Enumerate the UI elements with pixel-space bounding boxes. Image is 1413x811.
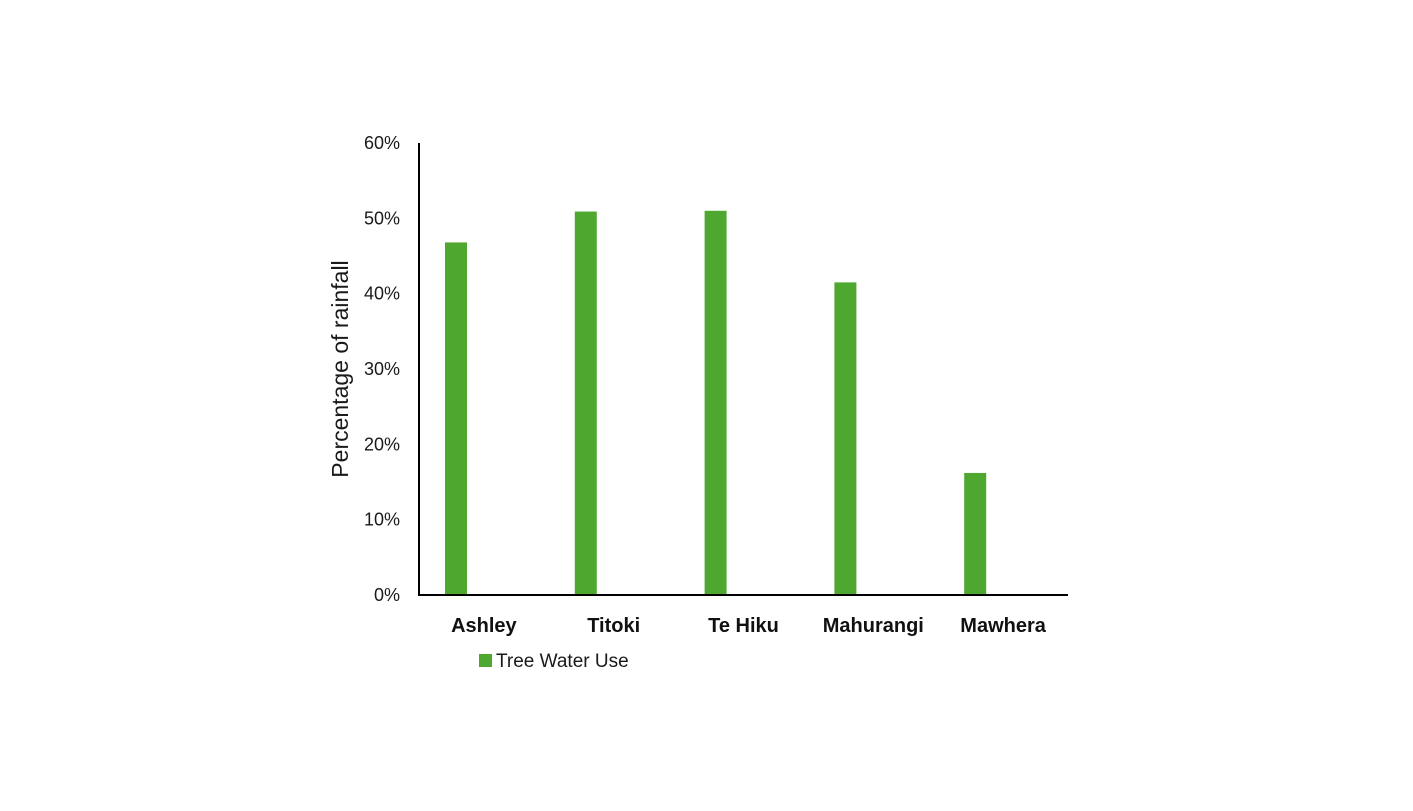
x-category-label: Titoki [587,615,640,637]
y-tick-labels: 0% 10% 20% 30% 40% 50% 60% [364,133,400,605]
bar-ashley [445,242,467,595]
bar-mawhera [964,472,987,595]
bar-te-hiku [704,210,727,596]
bar-titoki [574,211,597,595]
y-tick-label: 50% [364,208,400,228]
y-axis-title-group: Percentage of rainfall [327,260,353,477]
legend-label-tree-water-use: Tree Water Use [496,651,629,672]
y-tick-label: 30% [364,359,400,379]
y-tick-label: 60% [364,133,400,153]
y-tick-label: 10% [364,510,400,530]
y-tick-label: 40% [364,284,400,304]
x-category-labels: Ashley Titoki Te Hiku Mahurangi Mawhera [451,615,1047,637]
y-tick-label: 20% [364,434,400,454]
legend: Tree Water Use [479,651,629,672]
x-category-label: Ashley [451,615,517,637]
legend-swatch-tree-water-use [479,654,492,667]
x-category-label: Mawhera [960,615,1046,637]
bars [445,210,987,596]
x-category-label: Mahurangi [823,615,924,637]
x-category-label: Te Hiku [708,615,779,637]
y-tick-label: 0% [374,585,400,605]
bar-mahurangi [834,282,857,595]
axes [418,143,1068,596]
y-axis-title: Percentage of rainfall [327,260,353,477]
